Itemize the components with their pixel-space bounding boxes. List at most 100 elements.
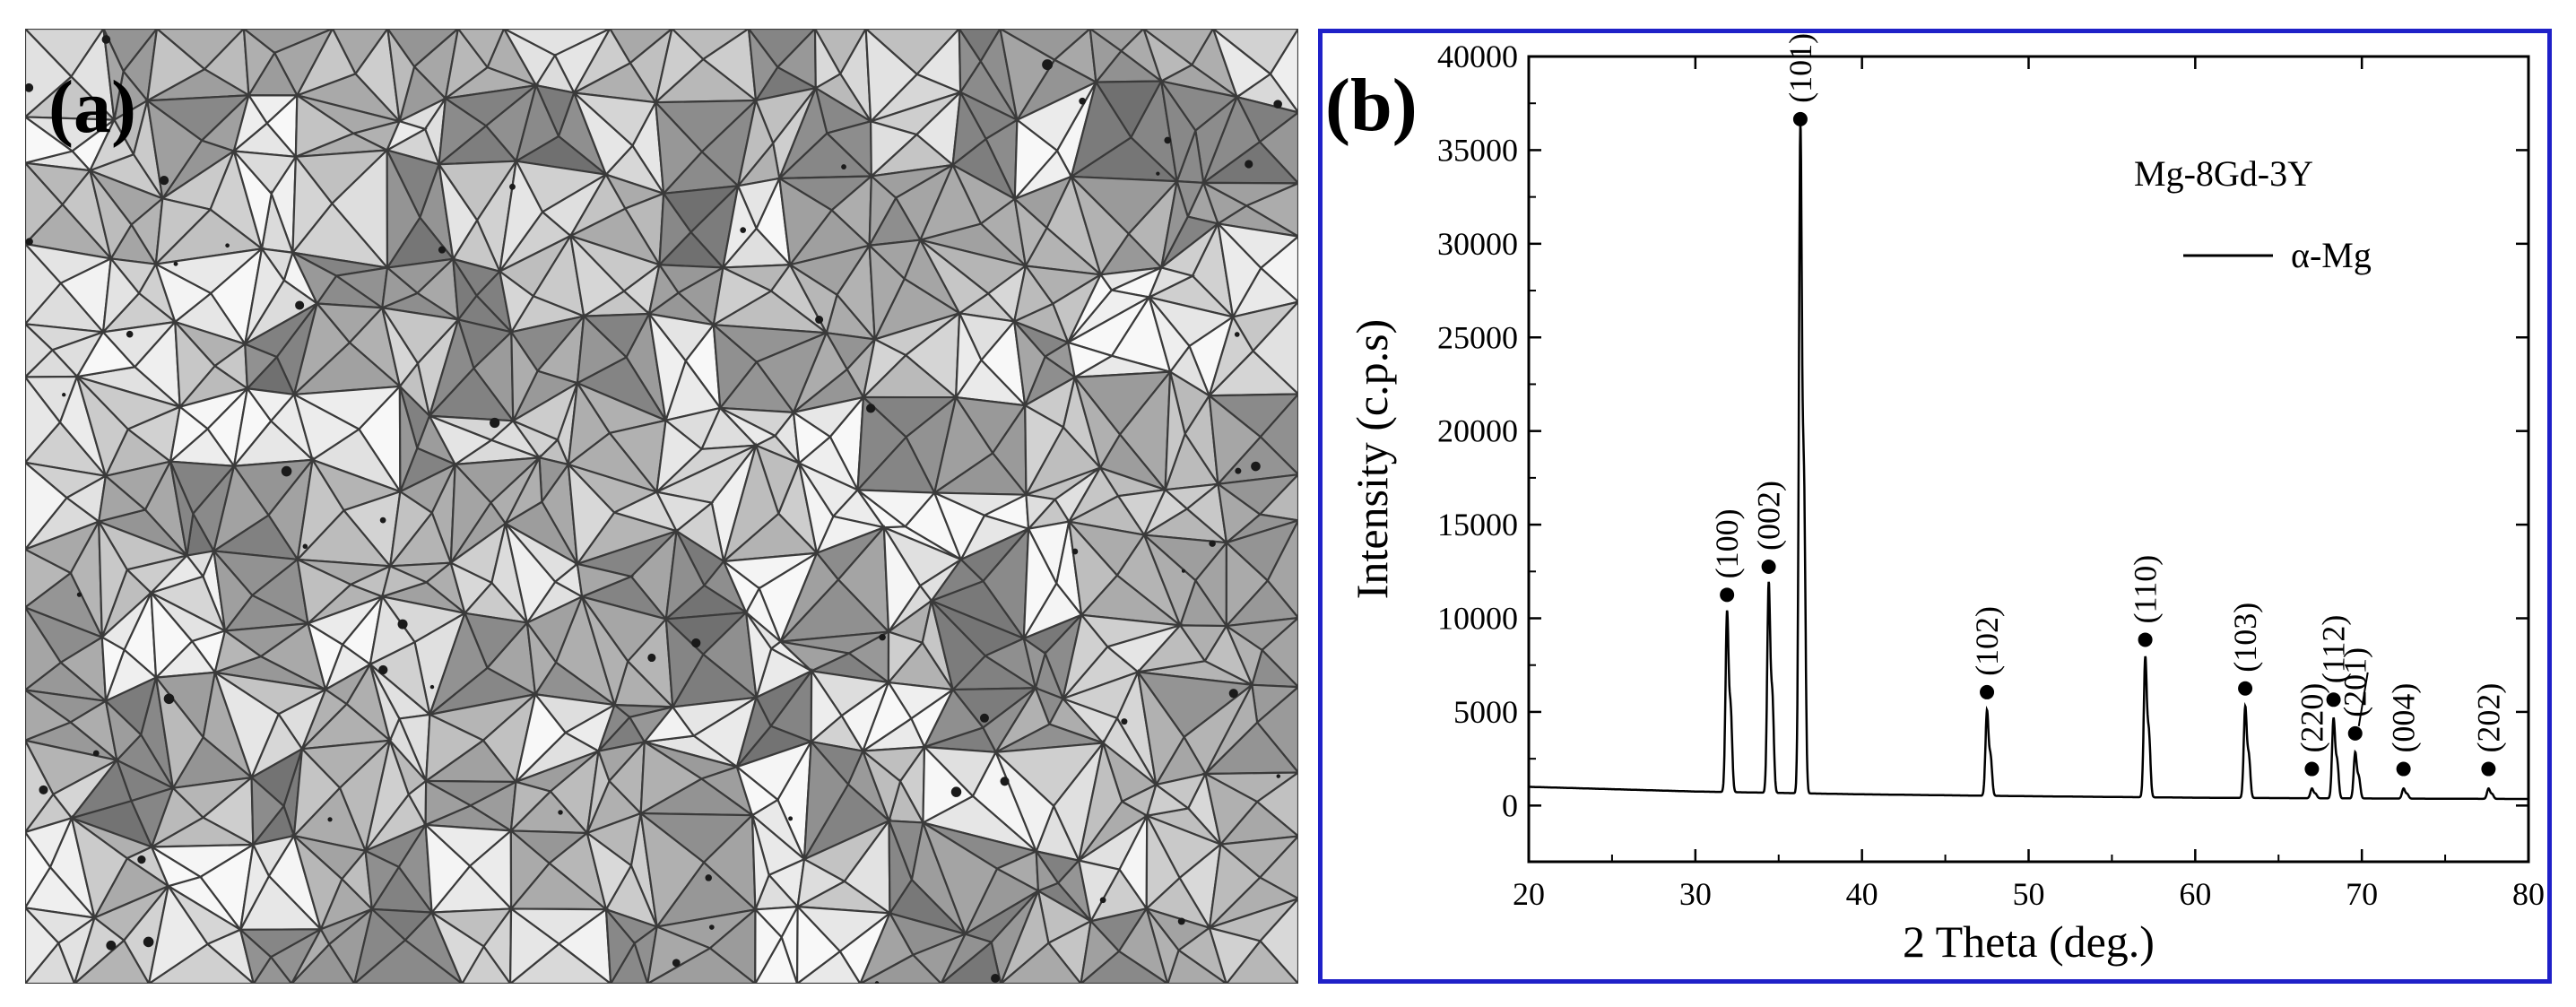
particle bbox=[76, 592, 82, 597]
grain bbox=[73, 916, 126, 984]
particle bbox=[101, 35, 111, 44]
peak-label: (220) bbox=[2294, 683, 2329, 753]
particle bbox=[1079, 97, 1087, 105]
peak-marker bbox=[2481, 761, 2496, 777]
particle bbox=[1099, 897, 1106, 904]
grain bbox=[510, 328, 539, 421]
grain bbox=[958, 29, 982, 96]
grain bbox=[508, 907, 561, 984]
grain bbox=[25, 906, 60, 984]
legend-label: α-Mg bbox=[2291, 235, 2372, 275]
grain bbox=[150, 553, 205, 595]
grain bbox=[381, 307, 420, 389]
particle bbox=[1121, 718, 1128, 725]
grain bbox=[25, 322, 54, 378]
grain bbox=[97, 473, 148, 524]
grain bbox=[664, 527, 706, 622]
particle bbox=[1177, 917, 1185, 925]
grain bbox=[25, 689, 73, 742]
grain bbox=[604, 906, 636, 984]
grain bbox=[1208, 926, 1262, 984]
grain bbox=[1145, 907, 1180, 984]
grain bbox=[1080, 918, 1121, 984]
particle bbox=[429, 684, 435, 690]
grain bbox=[929, 597, 987, 692]
particle bbox=[740, 227, 746, 233]
grain bbox=[291, 250, 338, 306]
grain bbox=[647, 262, 681, 317]
grain bbox=[993, 685, 1051, 755]
grain bbox=[89, 169, 133, 262]
grain bbox=[792, 330, 849, 413]
grain bbox=[754, 907, 784, 984]
grain bbox=[295, 29, 358, 98]
peak-marker bbox=[2138, 632, 2153, 647]
grain bbox=[568, 232, 626, 318]
legend-title: Mg-8Gd-3Y bbox=[2134, 153, 2313, 194]
grain bbox=[213, 629, 264, 674]
grain bbox=[101, 256, 141, 335]
x-axis-title: 2 Theta (deg.) bbox=[1903, 916, 2155, 967]
particle bbox=[708, 925, 715, 930]
grain bbox=[928, 558, 985, 603]
particle bbox=[1235, 467, 1242, 474]
grain bbox=[70, 815, 129, 921]
grain bbox=[860, 748, 902, 824]
particle bbox=[1234, 332, 1240, 337]
panel-b-label: (b) bbox=[1325, 64, 1418, 147]
grain bbox=[25, 29, 74, 118]
particle bbox=[62, 393, 66, 397]
grain bbox=[231, 92, 269, 154]
grain bbox=[1089, 29, 1123, 85]
grain bbox=[25, 740, 55, 834]
grain bbox=[664, 616, 705, 711]
particle bbox=[1156, 171, 1160, 176]
grain bbox=[294, 93, 356, 159]
grain bbox=[88, 117, 135, 173]
grain bbox=[388, 490, 434, 570]
grain bbox=[737, 97, 775, 187]
peak-marker bbox=[2238, 681, 2253, 696]
grain bbox=[291, 153, 334, 256]
grain bbox=[438, 163, 479, 262]
particle bbox=[1276, 774, 1281, 778]
grain bbox=[147, 883, 210, 984]
xrd-chart: 20 30 40 50 60 70 80 0 5000 10000 15000 20000 25000 3… bbox=[1347, 33, 2545, 967]
particle bbox=[92, 750, 100, 757]
peak-marker bbox=[2304, 761, 2320, 777]
grain bbox=[922, 688, 985, 749]
grain bbox=[639, 740, 704, 816]
grain bbox=[721, 182, 758, 272]
grain bbox=[154, 196, 212, 267]
grain bbox=[787, 262, 838, 336]
peak-label: (110) bbox=[2128, 555, 2164, 624]
grain bbox=[994, 751, 1055, 855]
particle bbox=[1228, 689, 1238, 699]
particle bbox=[1181, 569, 1185, 573]
grain bbox=[882, 524, 922, 635]
grain bbox=[861, 680, 913, 754]
y-tick-label: 0 bbox=[1502, 787, 1518, 823]
series-line-alpha-mg bbox=[1529, 124, 2528, 801]
grain bbox=[1077, 859, 1122, 925]
grain bbox=[145, 29, 207, 103]
grain bbox=[940, 933, 993, 984]
particle bbox=[163, 693, 175, 705]
grain bbox=[639, 811, 706, 930]
particle bbox=[302, 543, 308, 550]
grain bbox=[1070, 79, 1132, 179]
particle bbox=[1164, 136, 1172, 144]
grain bbox=[1204, 681, 1259, 775]
grain bbox=[810, 667, 844, 744]
particle bbox=[705, 874, 712, 881]
peak-marker bbox=[1761, 560, 1776, 575]
particle bbox=[281, 465, 292, 477]
grain bbox=[571, 29, 632, 96]
particle bbox=[672, 959, 681, 968]
xrd-panel: 20 30 40 50 60 70 80 0 5000 10000 15000 20000 25000 3… bbox=[1318, 29, 2552, 984]
grain bbox=[1201, 180, 1249, 226]
peak-label: (112) bbox=[2316, 615, 2352, 684]
grain bbox=[1208, 842, 1262, 931]
grain bbox=[499, 158, 544, 273]
grain bbox=[1035, 847, 1060, 893]
